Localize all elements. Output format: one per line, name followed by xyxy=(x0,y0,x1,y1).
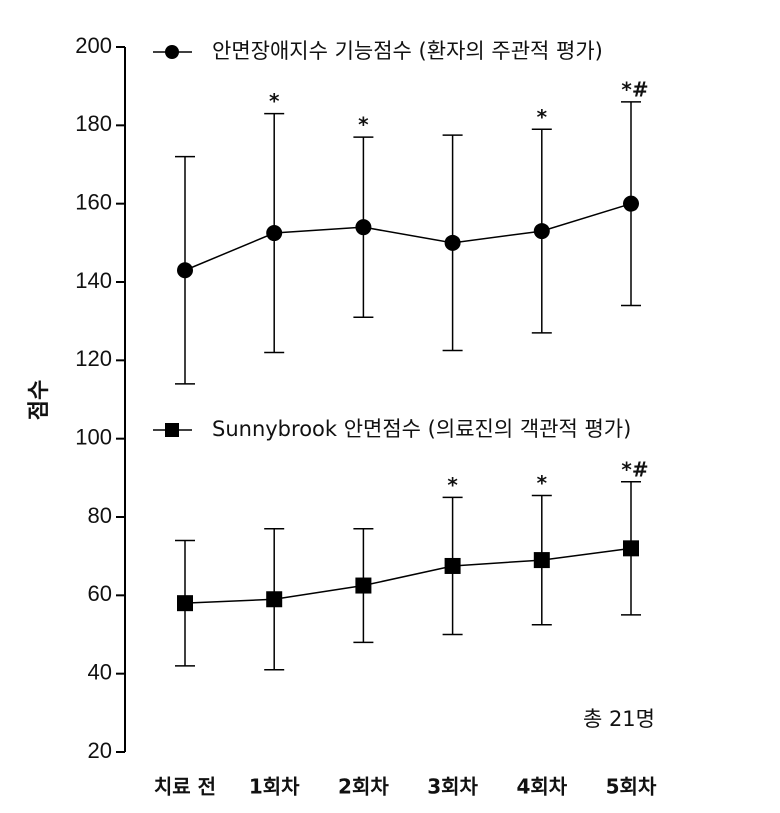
series-line xyxy=(184,547,632,604)
series-line xyxy=(184,202,632,271)
x-tick-label: 치료 전 xyxy=(154,775,216,799)
point xyxy=(266,225,283,242)
point xyxy=(623,540,639,557)
point xyxy=(444,557,461,574)
x-tick-label: 1회차 xyxy=(249,775,300,799)
point xyxy=(533,552,550,569)
significance-label: *# xyxy=(621,77,648,101)
y-axis-label: 점수 xyxy=(27,380,52,420)
point xyxy=(355,577,372,594)
y-tick-label: 200 xyxy=(75,33,112,58)
x-tick-label: 3회차 xyxy=(427,775,478,799)
y-tick-label: 160 xyxy=(75,189,112,214)
y-tick-label: 60 xyxy=(88,581,112,606)
significance-label: * xyxy=(269,89,280,113)
legend-marker xyxy=(165,45,179,59)
legend-marker xyxy=(165,423,179,437)
significance-label: *# xyxy=(621,457,648,481)
y-tick-label: 80 xyxy=(88,503,112,528)
x-tick-label: 5회차 xyxy=(606,775,657,799)
significance-label: * xyxy=(447,473,458,497)
y-tick-label: 140 xyxy=(75,268,112,293)
y-tick-label: 180 xyxy=(75,111,112,136)
point xyxy=(355,219,372,236)
y-tick-label: 120 xyxy=(75,346,112,371)
y-tick-label: 100 xyxy=(75,424,112,449)
point xyxy=(177,262,193,279)
y-tick-label: 20 xyxy=(88,738,112,763)
point xyxy=(266,591,283,608)
significance-label: * xyxy=(358,113,369,137)
point xyxy=(533,223,550,240)
legend-label: Sunnybrook 안면점수 (의료진의 객관적 평가) xyxy=(212,417,631,441)
x-tick-label: 2회차 xyxy=(338,775,389,799)
significance-label: * xyxy=(537,471,548,495)
point xyxy=(177,595,193,612)
y-tick-label: 40 xyxy=(88,659,112,684)
legend-label: 안면장애지수 기능점수 (환자의 주관적 평가) xyxy=(212,39,603,63)
point xyxy=(623,195,639,212)
point xyxy=(444,234,461,251)
significance-label: * xyxy=(537,105,548,129)
x-tick-label: 4회차 xyxy=(516,775,567,799)
note: 총 21명 xyxy=(583,707,655,731)
